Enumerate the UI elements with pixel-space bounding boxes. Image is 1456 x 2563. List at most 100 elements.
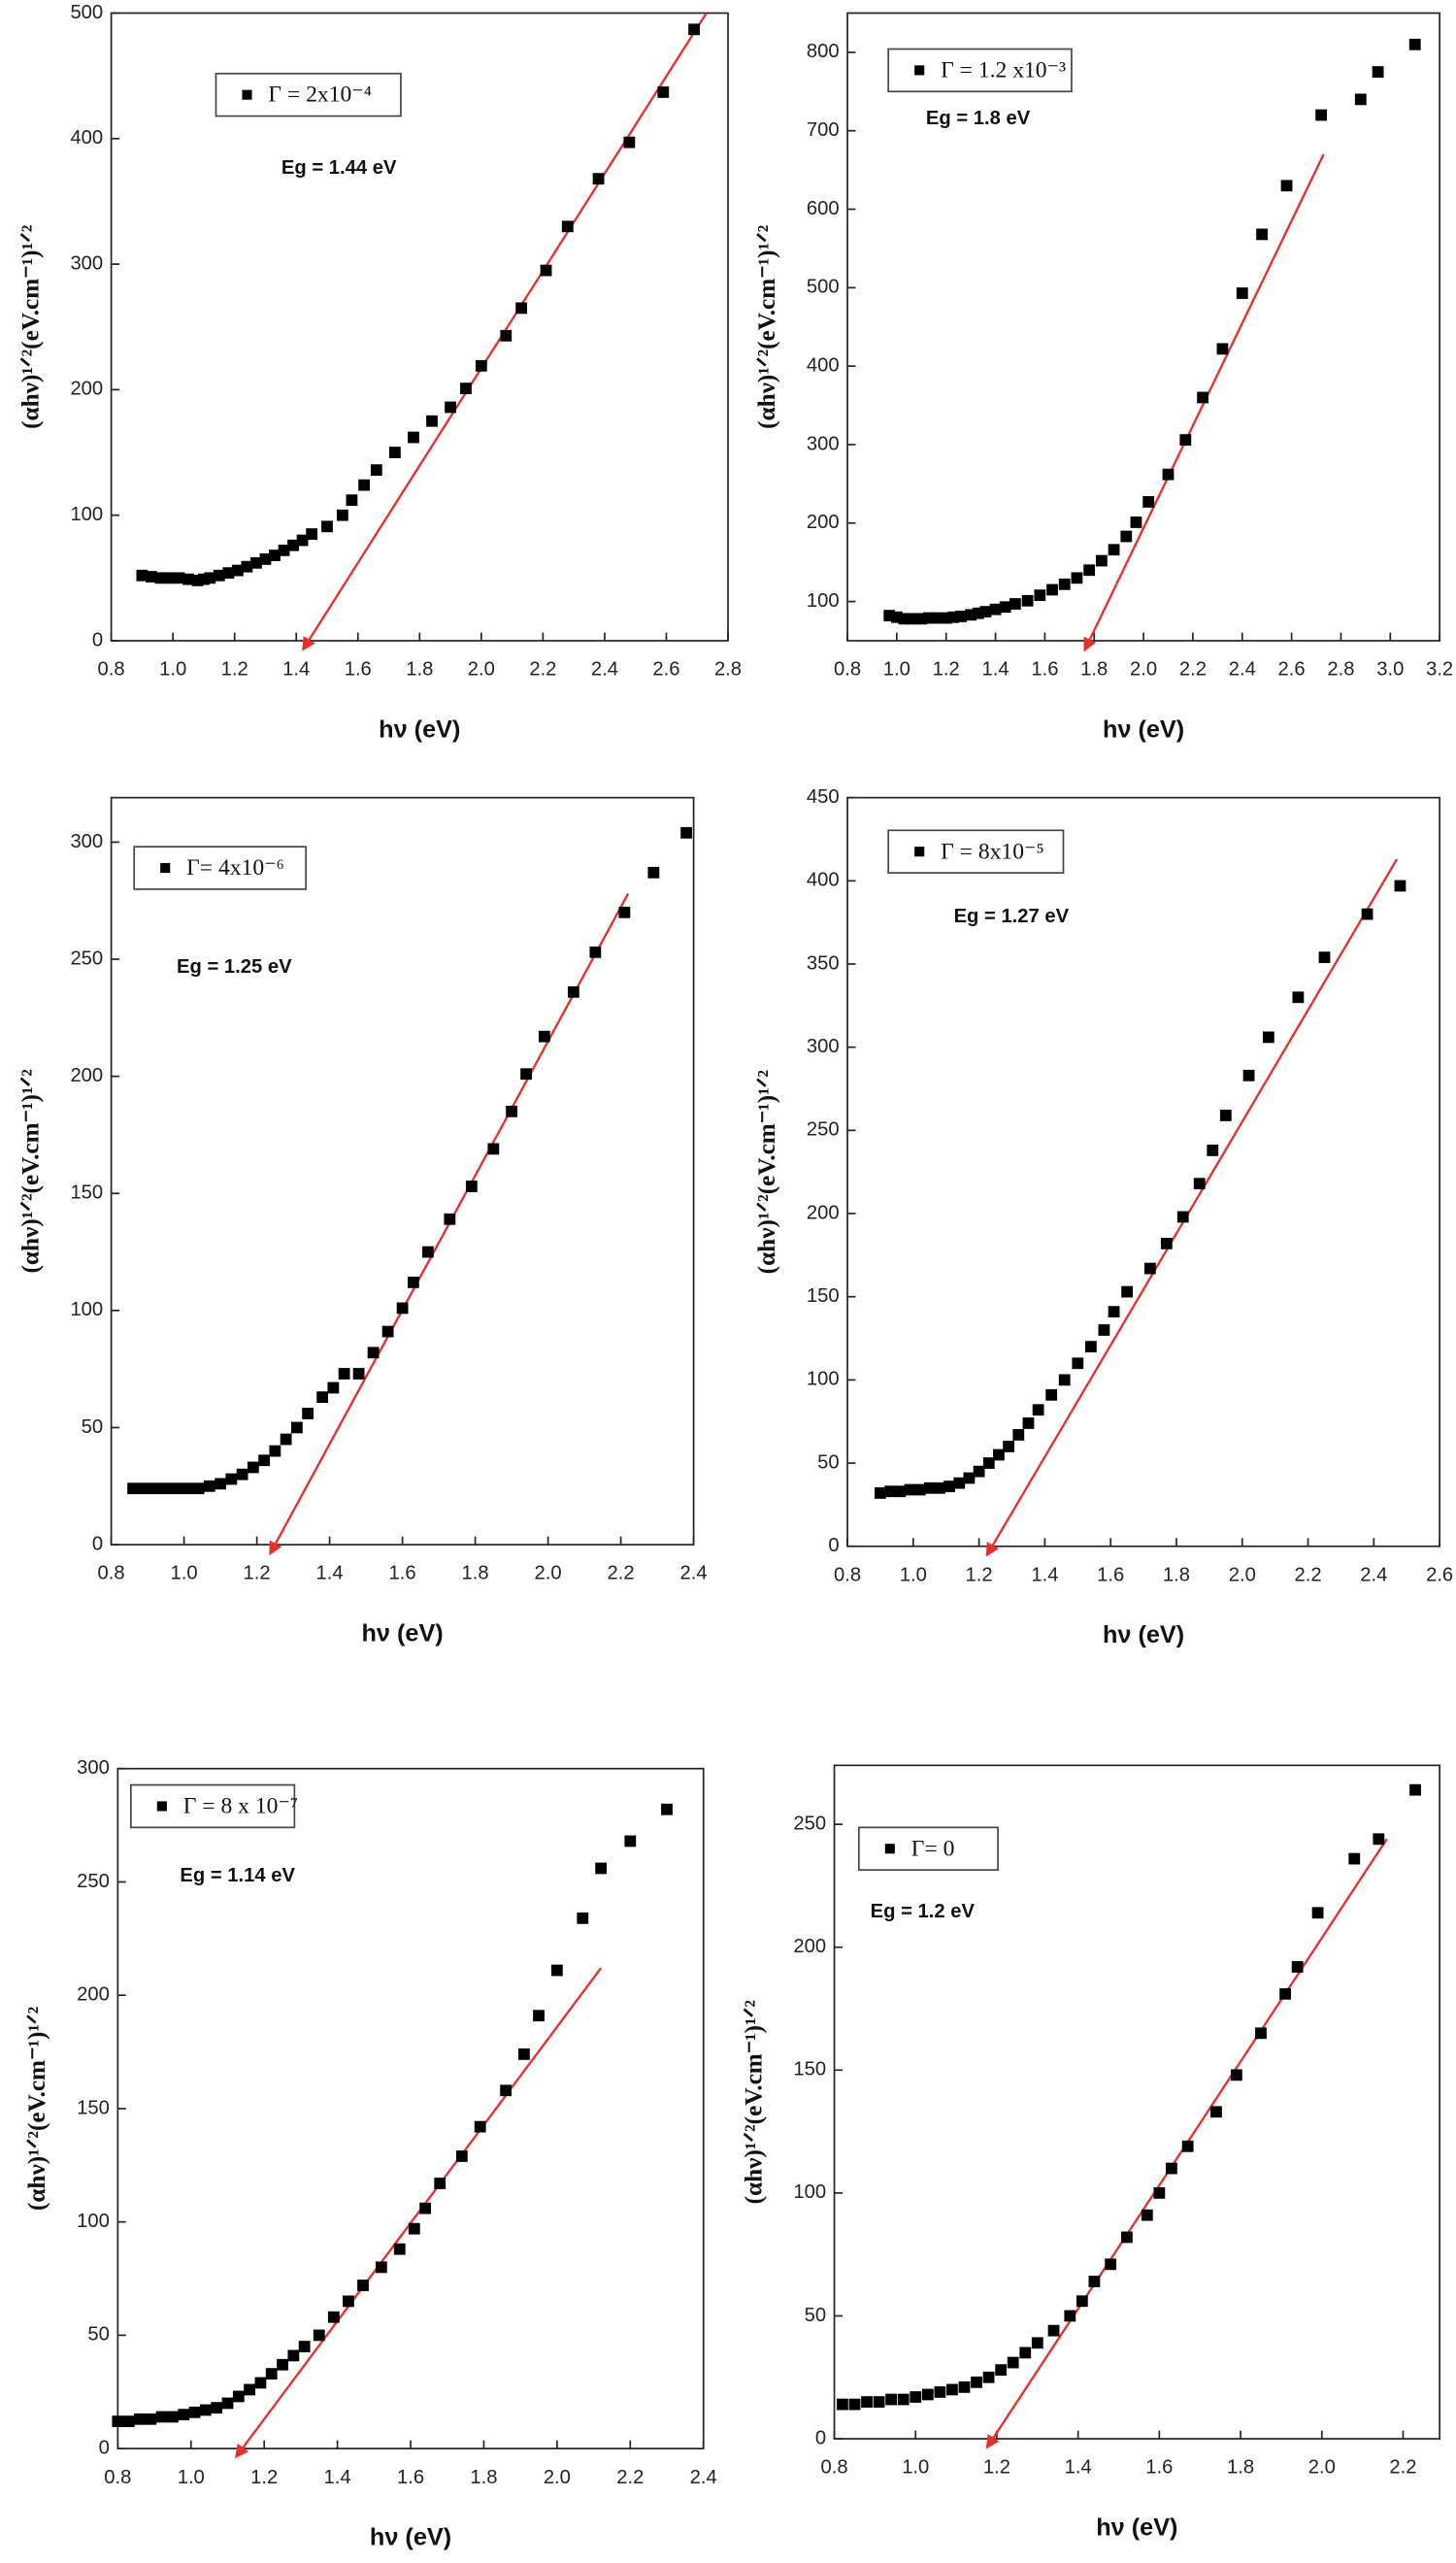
y-tick-label: 200 bbox=[70, 379, 103, 400]
data-point bbox=[346, 494, 358, 507]
x-axis-label: hν (eV) bbox=[361, 1619, 443, 1647]
x-tick-label: 2.6 bbox=[652, 659, 679, 681]
data-point bbox=[894, 1485, 907, 1498]
data-point bbox=[561, 220, 574, 233]
data-point bbox=[1058, 1374, 1071, 1386]
data-point bbox=[897, 2393, 910, 2406]
data-point bbox=[336, 509, 348, 521]
data-point bbox=[538, 1030, 550, 1043]
y-tick-label: 100 bbox=[70, 504, 103, 525]
data-point bbox=[1032, 1404, 1044, 1416]
x-tick-label: 1.6 bbox=[345, 659, 372, 681]
data-point bbox=[1019, 2347, 1032, 2359]
data-point bbox=[910, 2391, 922, 2403]
data-point bbox=[1095, 554, 1108, 567]
data-point bbox=[1046, 583, 1058, 596]
data-point bbox=[1318, 951, 1331, 964]
fit-line bbox=[985, 858, 1399, 1557]
x-tick-label: 1.4 bbox=[982, 659, 1009, 681]
y-tick-label: 50 bbox=[805, 2305, 826, 2326]
data-point bbox=[953, 1477, 966, 1489]
data-point bbox=[515, 302, 528, 315]
data-point bbox=[661, 1803, 673, 1815]
data-point bbox=[982, 2371, 995, 2383]
data-point bbox=[178, 2409, 190, 2421]
annotation: Eg = 1.25 eV bbox=[177, 956, 292, 978]
data-point bbox=[474, 2120, 486, 2133]
data-point bbox=[923, 1481, 936, 1494]
data-point bbox=[1256, 228, 1269, 241]
data-point bbox=[231, 564, 244, 577]
data-point bbox=[1216, 343, 1229, 355]
legend-label: Γ = 1.2 x10⁻³ bbox=[941, 57, 1066, 83]
data-point bbox=[241, 560, 253, 573]
data-point bbox=[287, 539, 299, 551]
data-point bbox=[1348, 1852, 1361, 1865]
data-point bbox=[146, 571, 157, 582]
y-tick-label: 0 bbox=[92, 1533, 103, 1554]
data-point bbox=[191, 575, 204, 586]
y-tick-label: 150 bbox=[70, 1182, 103, 1204]
data-point bbox=[287, 2349, 300, 2362]
data-point bbox=[934, 2386, 946, 2398]
y-tick-label: 100 bbox=[793, 2181, 826, 2203]
x-tick-label: 2.0 bbox=[1130, 659, 1157, 681]
y-tick-label: 300 bbox=[807, 1036, 840, 1057]
y-axis-label: (αhν)¹ᐟ²(eV.cm⁻¹)¹ᐟ² bbox=[753, 225, 780, 429]
data-point bbox=[112, 2415, 124, 2428]
data-point bbox=[244, 2383, 256, 2396]
data-point bbox=[396, 1302, 409, 1315]
data-point bbox=[1394, 880, 1406, 892]
data-point bbox=[1242, 1069, 1255, 1082]
data-point bbox=[1408, 38, 1421, 50]
x-tick-label: 0.8 bbox=[104, 2467, 131, 2488]
data-point bbox=[222, 567, 235, 580]
legend-marker bbox=[914, 65, 925, 76]
data-point bbox=[623, 136, 636, 149]
data-point bbox=[624, 1835, 637, 1847]
data-point bbox=[375, 2261, 387, 2274]
y-tick-label: 250 bbox=[793, 1813, 826, 1834]
data-point bbox=[1210, 2106, 1222, 2118]
data-point bbox=[236, 1468, 248, 1481]
x-tick-label: 1.0 bbox=[159, 659, 186, 681]
data-point bbox=[232, 2390, 245, 2403]
data-point bbox=[930, 612, 943, 624]
data-point bbox=[225, 1473, 238, 1485]
x-tick-label: 1.0 bbox=[171, 1563, 198, 1584]
data-point bbox=[973, 1465, 985, 1478]
x-axis-label: hν (eV) bbox=[1096, 2513, 1177, 2541]
data-point bbox=[388, 447, 401, 458]
y-tick-label: 100 bbox=[807, 1369, 840, 1390]
x-axis-label: hν (eV) bbox=[1103, 1621, 1184, 1648]
data-point bbox=[1072, 1357, 1084, 1370]
data-point bbox=[173, 572, 185, 584]
x-tick-label: 1.4 bbox=[1031, 1564, 1058, 1585]
x-tick-label: 2.6 bbox=[1278, 659, 1306, 681]
data-point bbox=[215, 1478, 227, 1490]
y-tick-label: 300 bbox=[77, 1757, 110, 1779]
y-tick-label: 0 bbox=[828, 1535, 839, 1556]
data-point bbox=[188, 2406, 201, 2418]
data-point bbox=[343, 2295, 354, 2308]
data-point bbox=[367, 1347, 380, 1359]
y-tick-label: 400 bbox=[807, 354, 840, 376]
data-point bbox=[250, 556, 262, 569]
x-tick-label: 2.0 bbox=[1308, 2457, 1336, 2479]
data-point bbox=[1007, 2356, 1019, 2369]
y-tick-label: 400 bbox=[807, 870, 840, 891]
y-tick-label: 50 bbox=[817, 1451, 839, 1473]
legend-marker bbox=[242, 89, 252, 100]
x-tick-label: 1.2 bbox=[250, 2467, 278, 2488]
data-point bbox=[875, 1487, 886, 1499]
data-point bbox=[1361, 908, 1373, 920]
legend-label: Γ= 4x10⁻⁶ bbox=[186, 855, 284, 881]
x-tick-label: 1.6 bbox=[397, 2467, 424, 2488]
data-point bbox=[837, 2398, 848, 2411]
data-point bbox=[993, 1448, 1005, 1461]
data-point bbox=[258, 1454, 271, 1467]
x-tick-label: 1.2 bbox=[983, 2457, 1010, 2479]
data-point bbox=[873, 2396, 885, 2408]
data-point bbox=[971, 2376, 982, 2388]
y-tick-label: 200 bbox=[807, 1202, 840, 1223]
